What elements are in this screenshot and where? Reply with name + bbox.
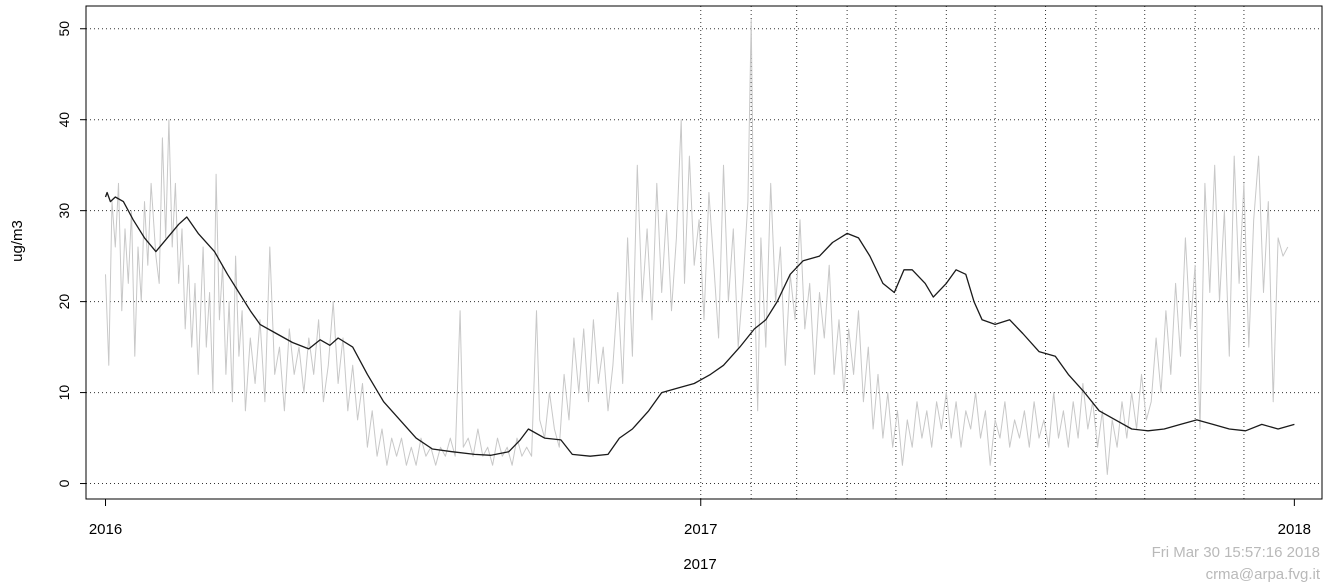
y-tick-label: 30 [56,203,72,219]
x-tick-label: 2018 [1278,521,1311,538]
y-axis-label: ug/m3 [9,220,26,262]
y-tick-label: 0 [56,479,72,487]
series-daily-line [105,19,1289,475]
y-tick-label: 40 [56,112,72,128]
x-axis-label: 2017 [683,556,717,573]
series-smoothed-line [104,191,1295,457]
x-tick-label: 2016 [89,521,122,538]
credit-text: crma@arpa.fvg.it [1205,566,1320,583]
x-tick-label: 2017 [684,521,717,538]
series-layer [104,19,1295,475]
axes: 0 10 20 30 40 50 2016 2017 2018 [56,21,1311,538]
plot-frame [85,5,1323,500]
timestamp-text: Fri Mar 30 15:57:16 2018 [1151,544,1320,561]
y-tick-label: 20 [56,294,72,310]
y-tick-label: 50 [56,21,72,37]
y-tick-label: 10 [56,385,72,401]
